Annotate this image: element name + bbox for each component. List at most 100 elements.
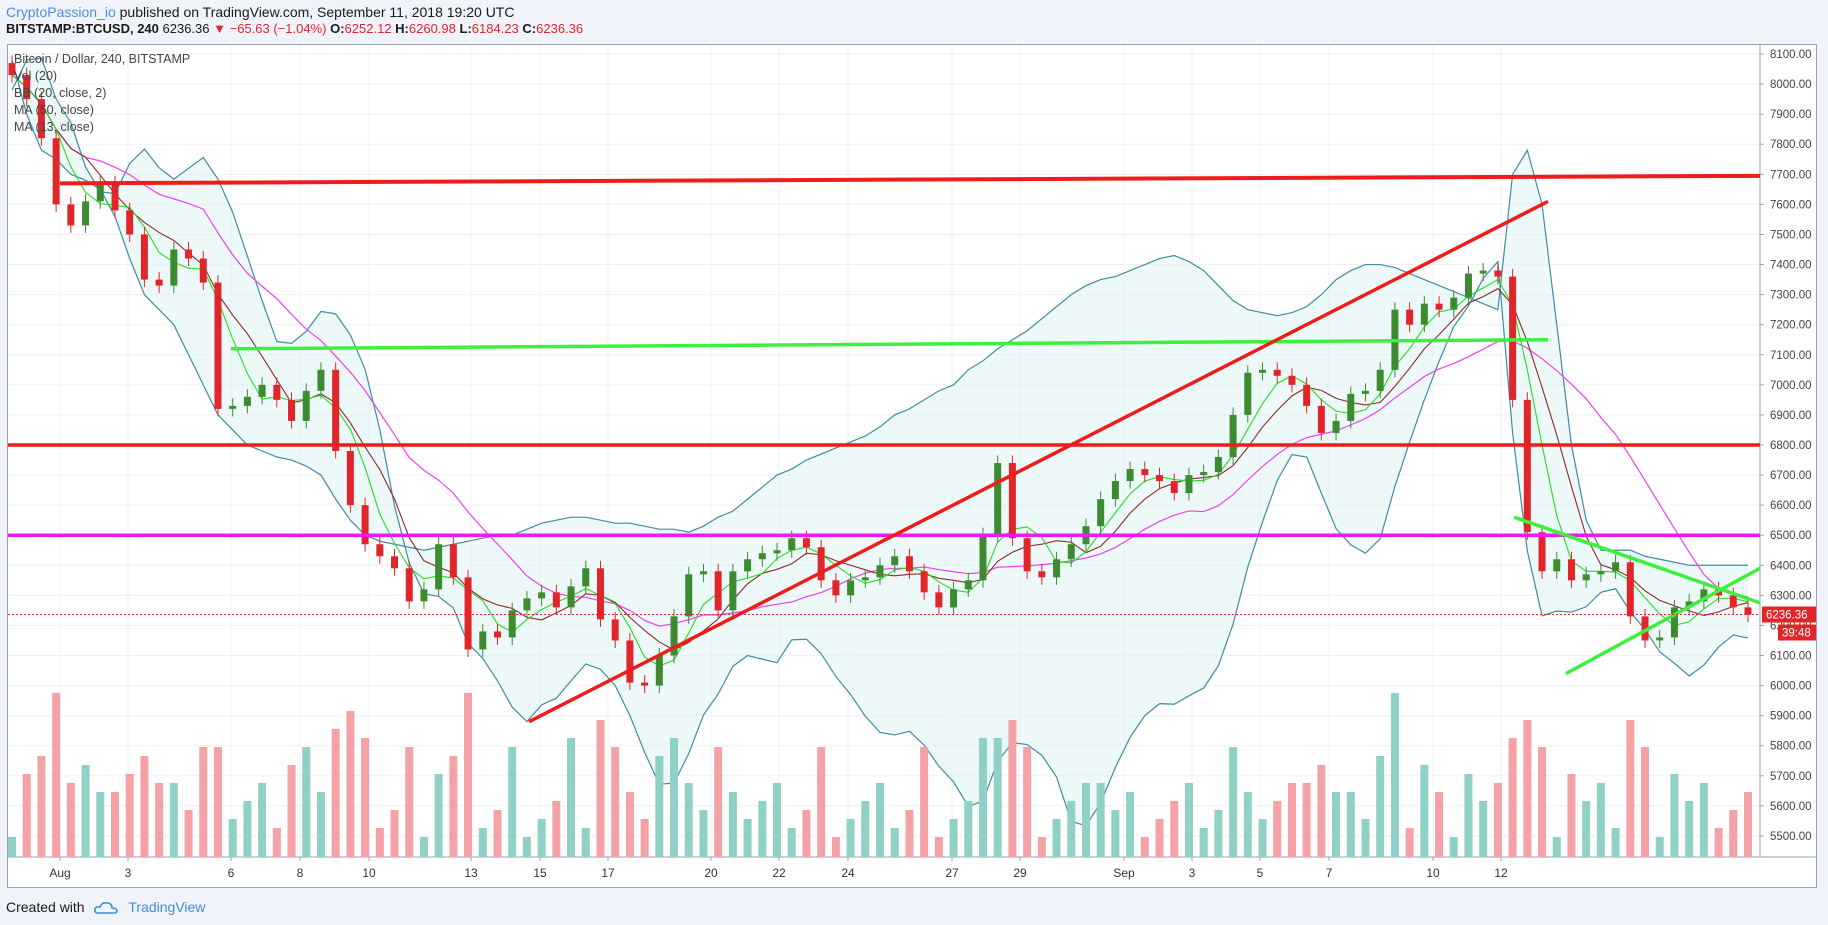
volume-bar	[787, 828, 796, 857]
price-tick-label: 5700.00	[1770, 771, 1812, 783]
candle-body	[788, 538, 796, 551]
volume-bar	[478, 828, 487, 857]
volume-bar	[1493, 783, 1502, 857]
volume-bar	[831, 837, 840, 857]
price-tick-label: 7600.00	[1770, 199, 1812, 211]
volume-bar	[1670, 774, 1679, 857]
price-tick-label: 6400.00	[1770, 560, 1812, 572]
candle-body	[1523, 399, 1531, 533]
volume-bar	[1037, 837, 1046, 857]
last-price-tag-label: 6236.36	[1766, 609, 1808, 621]
price-chart[interactable]: 8100.00 8000.00 7900.00 7800.00 7700.00 7600.…	[8, 45, 1816, 887]
volume-bar	[1464, 774, 1473, 857]
volume-bar	[1008, 720, 1017, 857]
candle-body	[435, 544, 443, 590]
candle-body	[1376, 369, 1384, 391]
candle-body	[1008, 463, 1016, 539]
candle-body	[82, 201, 90, 226]
tradingview-link[interactable]: TradingView	[128, 899, 206, 915]
price-tick-label: 7500.00	[1770, 229, 1812, 241]
candle-body	[1612, 562, 1620, 572]
candle-body	[1126, 469, 1134, 482]
volume-bar	[22, 774, 31, 857]
candle-body	[405, 568, 413, 602]
volume-bar	[1052, 819, 1061, 857]
chart-area[interactable]: 8100.00 8000.00 7900.00 7800.00 7700.00 7600.…	[7, 44, 1817, 888]
volume-bar	[611, 747, 620, 857]
volume-bar	[1081, 783, 1090, 857]
candle-body	[950, 589, 958, 608]
price-tick-label: 7200.00	[1770, 320, 1812, 332]
legend-symbol[interactable]: Bitcoin / Dollar, 240, BITSTAMP	[14, 52, 191, 66]
candle-body	[699, 571, 707, 575]
time-tick-label: 20	[704, 866, 718, 880]
volume-bar	[184, 810, 193, 857]
legend-ma50[interactable]: MA (50, close)	[14, 103, 94, 117]
candle-body	[52, 138, 60, 205]
price-tick-label: 6000.00	[1770, 681, 1812, 693]
volume-bar	[1508, 738, 1517, 857]
volume-bar	[537, 819, 546, 857]
support-line-7120	[230, 337, 1549, 351]
candle-body	[317, 369, 325, 391]
time-tick-label: 7	[1326, 866, 1333, 880]
candle-body	[464, 577, 472, 650]
time-tick-label: Sep	[1113, 866, 1135, 880]
time-tick-label: Aug	[49, 866, 70, 880]
volume-bar	[993, 738, 1002, 857]
volume-bar	[846, 819, 855, 857]
volume-bar	[934, 837, 943, 857]
candle-body	[979, 535, 987, 581]
candle-body	[1494, 270, 1502, 277]
candle-body	[67, 204, 75, 226]
volume-bar	[625, 792, 634, 857]
candle-body	[155, 279, 163, 286]
tradingview-cloud-icon	[94, 902, 119, 915]
candle-body	[1626, 562, 1634, 617]
volume-bar	[1273, 801, 1282, 857]
legend-ma13[interactable]: MA (13, close)	[14, 120, 94, 134]
volume-bar	[890, 828, 899, 857]
candle-body	[1273, 369, 1281, 376]
candle-body	[243, 396, 251, 406]
candle-body	[1656, 637, 1664, 641]
volume-bar	[434, 774, 443, 857]
volume-bar	[802, 810, 811, 857]
volume-bar	[258, 783, 267, 857]
author-link[interactable]: CryptoPassion_io	[6, 4, 116, 20]
volume-bar	[1155, 819, 1164, 857]
candle-body	[1067, 544, 1075, 560]
volume-bar	[1376, 756, 1385, 857]
volume-bar	[699, 810, 708, 857]
candle-body	[905, 556, 913, 572]
price-tick-label: 5600.00	[1770, 801, 1812, 813]
time-tick-label: 13	[464, 866, 478, 880]
candle-body	[258, 384, 266, 397]
candle-body	[140, 234, 148, 280]
candle-body	[288, 399, 296, 421]
legend-volume[interactable]: Vol (20)	[14, 69, 58, 83]
price-tick-label: 7400.00	[1770, 260, 1812, 272]
time-tick-label: 27	[945, 866, 959, 880]
candle-body	[1185, 475, 1193, 494]
candle-body	[1259, 369, 1267, 373]
volume-bar	[655, 756, 664, 857]
volume-bar	[1170, 801, 1179, 857]
volume-bar	[213, 747, 222, 857]
volume-bar	[758, 801, 767, 857]
volume-bar	[1420, 765, 1429, 857]
volume-bar	[1332, 792, 1341, 857]
volume-bar	[1287, 783, 1296, 857]
volume-bar	[1449, 837, 1458, 857]
volume-bar	[1214, 810, 1223, 857]
last-price: 6236.36	[162, 21, 210, 36]
price-tick-label: 7900.00	[1770, 109, 1812, 121]
volume-bar	[1523, 720, 1532, 857]
volume-bar	[1596, 783, 1605, 857]
legend-bollinger[interactable]: BB (20, close, 2)	[14, 86, 107, 100]
volume-bar	[1096, 783, 1105, 857]
candle-body	[538, 592, 546, 599]
candle-body	[1450, 297, 1458, 310]
candle-body	[1553, 559, 1561, 572]
volume-bar	[449, 756, 458, 857]
